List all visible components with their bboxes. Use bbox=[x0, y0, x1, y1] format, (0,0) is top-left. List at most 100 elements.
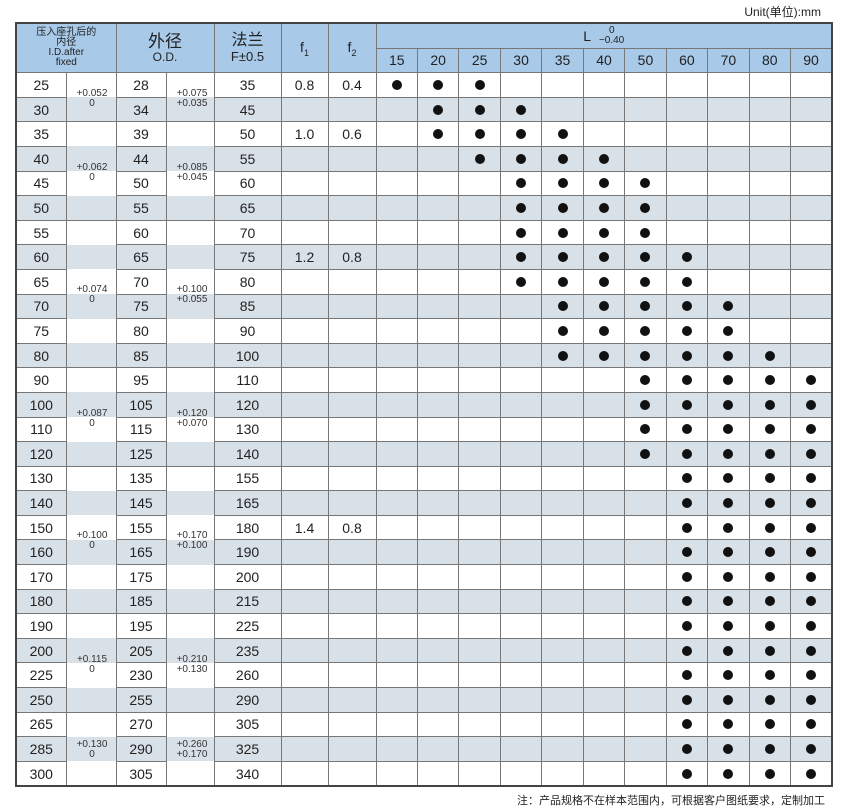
available-dot-icon bbox=[806, 768, 817, 779]
id-tolerance-cell bbox=[65, 294, 117, 319]
id-tolerance-cell bbox=[65, 392, 117, 417]
available-dot-icon bbox=[723, 621, 734, 632]
l-cell-40 bbox=[582, 342, 626, 369]
l-cell-60 bbox=[665, 539, 709, 566]
l-cell-15 bbox=[375, 441, 418, 467]
f1-cell bbox=[280, 613, 329, 639]
l-cell-90 bbox=[790, 416, 833, 443]
l-cell-40 bbox=[582, 490, 626, 516]
id-tolerance-label: +0.130 0 bbox=[67, 740, 117, 760]
od-tolerance-lower: +0.100 bbox=[176, 540, 208, 551]
l-cell-20 bbox=[416, 244, 460, 270]
available-dot-icon bbox=[681, 498, 692, 509]
l-cell-30 bbox=[499, 687, 543, 713]
header-flange-en: F±0.5 bbox=[230, 49, 265, 65]
available-dot-icon bbox=[764, 645, 775, 656]
l-cell-35 bbox=[541, 293, 584, 320]
flange-cell: 75 bbox=[213, 244, 282, 270]
id-cell: 300 bbox=[15, 760, 67, 787]
l-cell-90 bbox=[790, 711, 833, 738]
table-row: 75 80 90 bbox=[15, 318, 833, 344]
f1-cell bbox=[280, 490, 329, 516]
l-cell-20 bbox=[416, 96, 460, 123]
l-cell-60 bbox=[665, 736, 709, 762]
flange-cell: 325 bbox=[213, 736, 282, 762]
l-cell-70 bbox=[707, 72, 750, 98]
id-tolerance-lower: 0 bbox=[89, 171, 95, 183]
header-l-20: 20 bbox=[416, 47, 460, 74]
l-cell-70 bbox=[707, 293, 750, 320]
f1-cell bbox=[280, 293, 329, 320]
l-cell-20 bbox=[416, 539, 460, 566]
f2-cell bbox=[327, 145, 377, 172]
l-cell-25 bbox=[458, 342, 501, 369]
id-cell: 140 bbox=[15, 490, 67, 516]
l-cell-50 bbox=[624, 613, 667, 639]
l-cell-20 bbox=[416, 490, 460, 516]
flange-cell: 80 bbox=[213, 268, 282, 295]
l-cell-70 bbox=[707, 514, 750, 541]
l-cell-70 bbox=[707, 441, 750, 467]
available-dot-icon bbox=[764, 350, 775, 361]
l-cell-35 bbox=[541, 195, 584, 221]
available-dot-icon bbox=[806, 744, 817, 755]
available-dot-icon bbox=[806, 498, 817, 509]
od-tolerance-cell bbox=[165, 465, 215, 491]
l-cell-15 bbox=[375, 318, 418, 344]
available-dot-icon bbox=[723, 719, 734, 730]
available-dot-icon bbox=[557, 325, 568, 336]
od-tolerance-cell bbox=[165, 121, 215, 147]
l-cell-40 bbox=[582, 465, 626, 492]
l-cell-60 bbox=[665, 293, 709, 320]
od-tolerance-upper: +0.210 bbox=[176, 653, 208, 665]
header-od: 外径 O.D. bbox=[115, 22, 215, 74]
flange-cell: 70 bbox=[213, 219, 282, 246]
l-cell-20 bbox=[416, 564, 460, 590]
available-dot-icon bbox=[640, 399, 651, 410]
l-cell-20 bbox=[416, 72, 460, 98]
l-cell-20 bbox=[416, 760, 460, 787]
l-cell-70 bbox=[707, 145, 750, 172]
available-dot-icon bbox=[557, 276, 568, 287]
flange-cell: 290 bbox=[213, 687, 282, 713]
od-tolerance-cell bbox=[165, 687, 215, 713]
available-dot-icon bbox=[598, 276, 609, 287]
available-dot-icon bbox=[723, 547, 734, 558]
l-cell-90 bbox=[790, 170, 833, 197]
footnote: 注：产品规格不在样本范围内，可根据客户图纸要求，定制加工 bbox=[517, 795, 825, 807]
l-cell-90 bbox=[790, 760, 833, 787]
l-cell-25 bbox=[458, 121, 501, 147]
id-tolerance-label: +0.100 0 bbox=[67, 531, 117, 551]
l-cell-80 bbox=[748, 293, 792, 320]
od-cell: 50 bbox=[115, 170, 167, 197]
l-cell-15 bbox=[375, 195, 418, 221]
id-tolerance-cell bbox=[65, 711, 117, 737]
l-cell-60 bbox=[665, 342, 709, 369]
od-tolerance-cell bbox=[165, 539, 215, 565]
l-cell-70 bbox=[707, 465, 750, 492]
id-tolerance-lower: 0 bbox=[89, 540, 95, 551]
available-dot-icon bbox=[723, 498, 734, 509]
l-cell-90 bbox=[790, 465, 833, 492]
available-dot-icon bbox=[764, 621, 775, 632]
table-row: 65 70 80 bbox=[15, 268, 833, 295]
flange-cell: 260 bbox=[213, 662, 282, 689]
l-cell-25 bbox=[458, 588, 501, 615]
l-cell-60 bbox=[665, 367, 709, 393]
l-cell-15 bbox=[375, 170, 418, 197]
l-cell-30 bbox=[499, 637, 543, 664]
available-dot-icon bbox=[681, 571, 692, 582]
l-cell-60 bbox=[665, 170, 709, 197]
l-cell-40 bbox=[582, 72, 626, 98]
table-row: 120 125 140 bbox=[15, 441, 833, 467]
l-cell-40 bbox=[582, 268, 626, 295]
table-row: 140 145 165 bbox=[15, 490, 833, 516]
l-cell-60 bbox=[665, 490, 709, 516]
spec-table: 压入座孔后的内径 I.D.after fixed 外径 O.D. 法兰 F±0.… bbox=[15, 22, 833, 788]
l-cell-70 bbox=[707, 760, 750, 787]
header-l-upper: 0 bbox=[608, 24, 615, 36]
available-dot-icon bbox=[806, 694, 817, 705]
l-cell-35 bbox=[541, 687, 584, 713]
available-dot-icon bbox=[474, 153, 485, 164]
flange-cell: 45 bbox=[213, 96, 282, 123]
